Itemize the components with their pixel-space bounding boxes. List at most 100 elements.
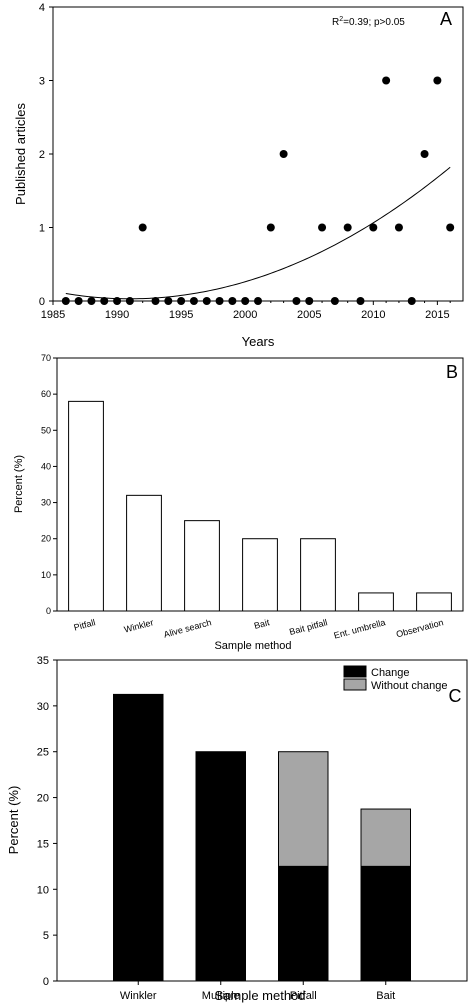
panel-a-data-point — [151, 297, 160, 305]
panel-c-x-tick-label: Pitfall — [290, 990, 317, 1002]
panel-b-x-tick-label: Bait pitfall — [288, 617, 328, 637]
panel-a-scatter-chart: A R2=0.39; p>0.05 Published articles Yea… — [13, 2, 464, 349]
panel-c-bar-segment — [278, 751, 329, 867]
panel-a-data-points — [61, 76, 455, 305]
panel-b-y-axis-label: Percent (%) — [13, 455, 25, 513]
panel-b-y-tick-label: 60 — [41, 389, 51, 399]
panel-a-data-point — [433, 76, 442, 85]
panel-b-bar — [68, 400, 104, 612]
panel-a-data-point — [87, 297, 96, 305]
panel-c-y-tick-label: 35 — [37, 655, 49, 667]
panel-a-y-tick-label: 0 — [39, 296, 45, 308]
panel-c-bar-segment — [113, 693, 164, 982]
panel-c-legend-label: Change — [371, 667, 410, 679]
panel-a-data-point — [407, 297, 416, 305]
panel-a-data-point — [394, 223, 403, 232]
panel-a-data-point — [254, 297, 262, 305]
panel-a-x-axis-label: Years — [242, 334, 275, 349]
panel-c-bar-segment — [360, 865, 411, 982]
panel-b-x-ticks: Pitfall Winkler Alive search Bait Bait pitfa… — [73, 617, 445, 641]
panel-a-data-point — [420, 150, 429, 158]
panel-b-bar — [416, 592, 452, 612]
panel-b-y-tick-label: 20 — [41, 534, 51, 544]
panel-a-data-point — [318, 223, 327, 232]
panel-b-bar — [358, 592, 394, 612]
panel-b-bar — [242, 538, 278, 612]
panel-a-trend-line — [65, 166, 451, 300]
panel-c-x-ticks: Winkler Multiple Pitfall Bait — [120, 981, 395, 1002]
panel-a-data-point — [356, 297, 365, 305]
panel-b-x-axis-label: Sample method — [214, 640, 291, 652]
panel-a-data-point — [279, 150, 288, 158]
panel-b-x-tick-label: Ent. umbrella — [333, 617, 387, 640]
panel-a-letter: A — [440, 9, 452, 29]
panel-c-legend-swatch — [343, 678, 367, 691]
panel-b-x-tick-label: Pitfall — [73, 617, 97, 632]
panel-b-x-tick-label: Observation — [395, 617, 444, 639]
panel-c-y-tick-label: 0 — [43, 976, 49, 988]
panel-b-bar — [184, 520, 220, 612]
panel-a-data-point — [241, 297, 250, 305]
panel-a-x-tick-label: 2010 — [361, 309, 385, 321]
panel-a-data-point — [100, 297, 109, 305]
panel-c-plot-frame — [56, 659, 468, 982]
panel-a-data-point — [74, 297, 83, 305]
panel-a-data-point — [177, 297, 186, 305]
panel-a-x-ticks: 1985 1990 1995 2000 2005 2010 2015 — [41, 301, 451, 321]
panel-a-y-tick-label: 3 — [39, 76, 45, 88]
panel-a-data-point — [369, 223, 378, 232]
panel-a-x-tick-label: 2000 — [233, 309, 257, 321]
panel-a-y-tick-label: 1 — [39, 223, 45, 235]
panel-a-x-tick-label: 2005 — [297, 309, 321, 321]
panel-c-y-ticks: 0 5 10 15 20 25 30 35 — [37, 655, 57, 988]
panel-b-y-tick-label: 50 — [41, 425, 51, 435]
panel-a-x-tick-label: 1990 — [105, 309, 129, 321]
panel-b-bar-chart: B Percent (%) Sample method 0 10 20 30 40 50 6… — [13, 353, 464, 652]
panel-a-data-point — [215, 297, 224, 305]
panel-b-x-tick-label: Winkler — [123, 617, 155, 634]
panel-b-x-tick-label: Alive search — [163, 617, 213, 639]
panel-b-bar — [300, 538, 336, 612]
panel-c-y-tick-label: 25 — [37, 747, 49, 759]
panel-c-bar-segment — [278, 865, 329, 982]
panel-c-x-tick-label: Bait — [376, 990, 395, 1002]
panel-a-y-tick-label: 2 — [39, 149, 45, 161]
panel-a-data-point — [228, 297, 237, 305]
panel-a-data-point — [292, 297, 301, 305]
panel-a-x-tick-label: 2015 — [425, 309, 449, 321]
panel-a-data-point — [305, 297, 314, 305]
panel-a-plot-frame — [52, 6, 464, 302]
panel-b-x-tick-label: Bait — [253, 617, 271, 631]
panel-a-data-point — [330, 297, 339, 305]
panel-b-y-tick-label: 40 — [41, 461, 51, 471]
panel-c-legend-label: Without change — [371, 680, 447, 692]
panel-c-y-tick-label: 30 — [37, 701, 49, 713]
panel-a-data-point — [343, 223, 352, 232]
panel-a-r2-annotation: R2=0.39; p>0.05 — [332, 16, 405, 28]
panel-c-y-axis-label: Percent (%) — [6, 786, 21, 855]
panel-c-x-tick-label: Winkler — [120, 990, 157, 1002]
panel-a-data-point — [202, 297, 211, 305]
panel-c-stacked-bar-chart: C Percent (%) Sample method 0 5 10 15 20 25 30… — [6, 655, 468, 1003]
panel-c-bar-segment — [195, 751, 246, 982]
panel-a-data-point — [266, 223, 275, 232]
panel-a-data-point — [446, 223, 455, 232]
panel-a-data-point — [61, 297, 70, 305]
panel-b-letter: B — [446, 362, 458, 382]
panel-b-bar — [126, 494, 162, 612]
panel-c-y-tick-label: 15 — [37, 838, 49, 850]
panel-a-data-point — [113, 297, 122, 305]
panel-a-data-point — [138, 223, 147, 232]
panel-a-y-tick-label: 4 — [39, 2, 45, 14]
panel-b-y-ticks: 0 10 20 30 40 50 60 70 — [41, 353, 57, 616]
panel-c-y-tick-label: 20 — [37, 793, 49, 805]
panel-a-x-tick-label: 1985 — [41, 309, 65, 321]
panel-c-y-tick-label: 10 — [37, 884, 49, 896]
panel-c-y-tick-label: 5 — [43, 930, 49, 942]
panel-c-bars — [113, 693, 411, 982]
panel-b-y-tick-label: 70 — [41, 353, 51, 363]
panel-a-x-tick-label: 1995 — [169, 309, 193, 321]
panel-c-letter: C — [449, 686, 462, 706]
panel-a-data-point — [189, 297, 198, 305]
